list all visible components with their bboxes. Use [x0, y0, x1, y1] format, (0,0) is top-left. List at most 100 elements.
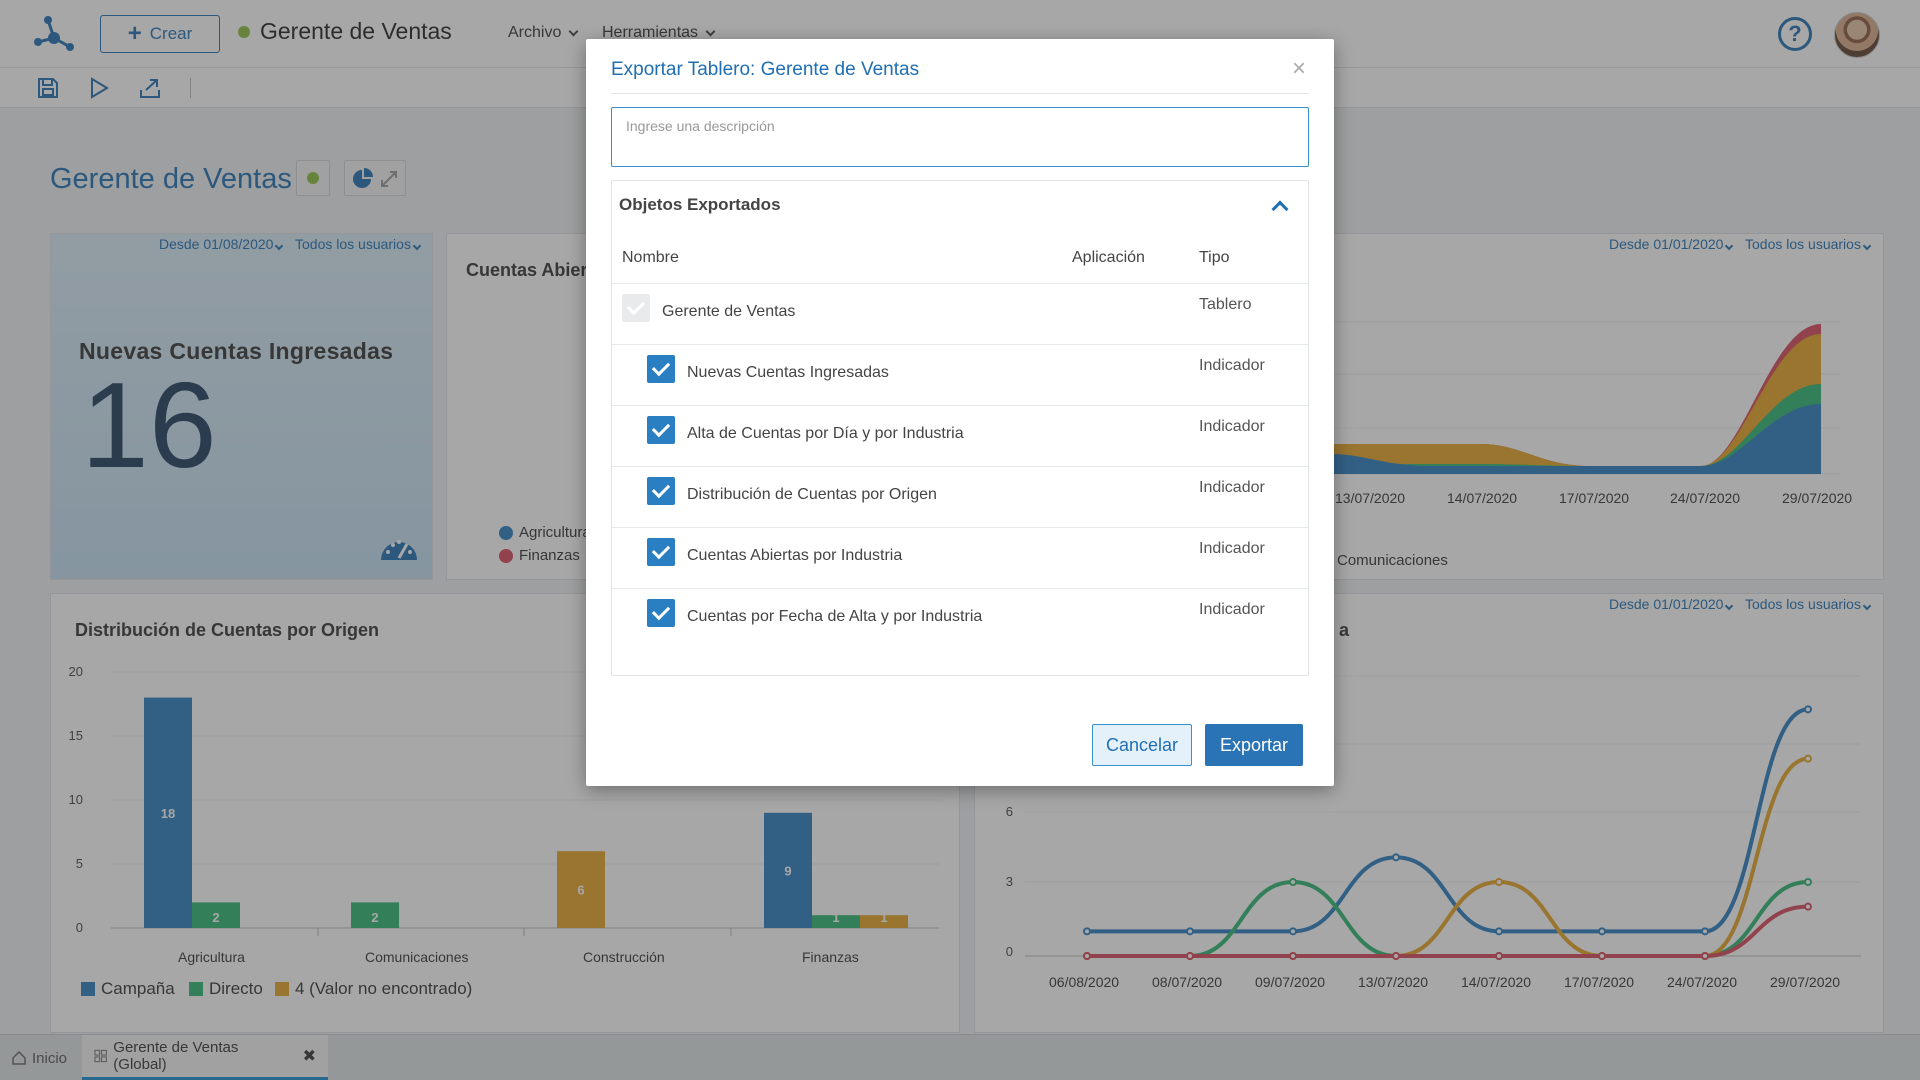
line-x-label: 29/07/2020 — [1770, 974, 1841, 990]
tab-gerente-ventas-label: Gerente de Ventas (Global) — [113, 1039, 239, 1073]
export-button[interactable]: Exportar — [1205, 724, 1303, 766]
line-x-label: 17/07/2020 — [1564, 974, 1635, 990]
kpi-users-filter-label: Todos los usuarios — [295, 236, 411, 252]
tab-inicio[interactable]: Inicio — [0, 1035, 79, 1080]
line-point[interactable] — [1804, 754, 1812, 763]
checkbox[interactable] — [647, 599, 675, 627]
line-x-label: 06/08/2020 — [1049, 974, 1120, 990]
save-icon[interactable] — [36, 76, 60, 100]
area-date-filter-label: Desde 01/01/2020 — [1609, 236, 1724, 252]
area-x-label: 14/07/2020 — [1447, 490, 1518, 506]
view-options-button[interactable] — [344, 160, 406, 196]
export-icon[interactable] — [138, 76, 162, 100]
checkbox[interactable] — [647, 538, 675, 566]
grid-icon — [94, 1049, 107, 1063]
line-x-label: 24/07/2020 — [1667, 974, 1738, 990]
line-point[interactable] — [1804, 878, 1812, 886]
y-tick: 3 — [1005, 874, 1013, 889]
cancel-button[interactable]: Cancelar — [1092, 724, 1192, 766]
line-point[interactable] — [1495, 952, 1503, 960]
bar-value-label: 1 — [832, 910, 839, 925]
area-users-filter[interactable]: Todos los usuarios — [1745, 236, 1872, 252]
line-point[interactable] — [1289, 878, 1297, 886]
line-point[interactable] — [1495, 878, 1503, 886]
legend-campana[interactable]: Campaña — [81, 979, 175, 999]
table-row: Nuevas Cuentas Ingresadas Indicador — [612, 344, 1308, 405]
row-type: Indicador — [1199, 479, 1265, 496]
pie-chart-icon — [353, 168, 373, 188]
line-point[interactable] — [1186, 952, 1194, 960]
bar[interactable] — [812, 915, 860, 928]
legend-valor-no-encontrado[interactable]: 4 (Valor no encontrado) — [275, 979, 472, 999]
app-title: Gerente de Ventas — [260, 18, 452, 44]
menu-herramientas-label: Herramientas — [602, 24, 699, 41]
bar-value-label: 18 — [161, 806, 175, 821]
line-point[interactable] — [1083, 952, 1091, 960]
column-header-type: Tipo — [1199, 249, 1230, 266]
menu-herramientas[interactable]: Herramientas — [602, 24, 716, 42]
play-icon[interactable] — [87, 76, 111, 100]
area-date-filter[interactable]: Desde 01/01/2020 — [1609, 236, 1734, 252]
kpi-title: Nuevas Cuentas Ingresadas — [79, 338, 394, 364]
bar[interactable] — [860, 915, 908, 928]
checkbox[interactable] — [647, 477, 675, 505]
description-input[interactable] — [611, 107, 1309, 167]
tab-gerente-ventas[interactable]: Gerente de Ventas (Global) ✖ — [82, 1035, 328, 1080]
close-icon[interactable]: × — [1292, 55, 1307, 82]
home-icon — [12, 1051, 26, 1065]
line-point[interactable] — [1289, 927, 1297, 936]
export-dialog: Exportar Tablero: Gerente de Ventas × Ob… — [586, 39, 1334, 786]
line-point[interactable] — [1598, 952, 1606, 960]
bar[interactable] — [192, 902, 240, 928]
checkbox[interactable] — [647, 416, 675, 444]
app-logo-icon[interactable] — [34, 14, 76, 54]
line-x-label: 08/07/2020 — [1152, 974, 1223, 990]
line-date-filter[interactable]: Desde 01/01/2020 — [1609, 596, 1734, 612]
row-name: Cuentas Abiertas por Industria — [687, 547, 903, 564]
bar-value-label: 1 — [880, 910, 887, 925]
line-series[interactable] — [1087, 707, 1809, 934]
area-x-label: 13/07/2020 — [1335, 490, 1406, 506]
line-point[interactable] — [1392, 952, 1400, 960]
checkbox[interactable] — [647, 355, 675, 383]
line-point[interactable] — [1186, 927, 1194, 936]
close-icon[interactable]: ✖ — [302, 1048, 316, 1065]
line-point[interactable] — [1289, 952, 1297, 960]
line-point[interactable] — [1598, 927, 1606, 936]
area-users-filter-label: Todos los usuarios — [1745, 236, 1861, 252]
bar[interactable] — [557, 851, 605, 928]
line-point[interactable] — [1804, 902, 1812, 911]
legend-directo[interactable]: Directo — [189, 979, 263, 999]
kpi-users-filter[interactable]: Todos los usuarios — [295, 236, 422, 252]
gauge-icon[interactable] — [379, 530, 419, 564]
menu-archivo[interactable]: Archivo — [508, 24, 579, 42]
legend-finanzas[interactable]: Finanzas — [499, 547, 580, 564]
bar[interactable] — [764, 812, 812, 928]
area-chart — [1331, 321, 1841, 475]
line-point[interactable] — [1392, 853, 1400, 862]
chevron-up-icon[interactable] — [1271, 200, 1289, 218]
line-point[interactable] — [1701, 927, 1709, 936]
bar-value-label: 2 — [212, 910, 219, 925]
table-row: Cuentas por Fecha de Alta y por Industri… — [612, 588, 1308, 649]
kpi-date-filter[interactable]: Desde 01/08/2020 — [159, 236, 284, 252]
bar[interactable] — [351, 902, 399, 928]
status-button[interactable] — [296, 160, 330, 196]
bar[interactable] — [144, 697, 192, 928]
menu-archivo-label: Archivo — [508, 24, 562, 41]
line-users-filter-label: Todos los usuarios — [1745, 596, 1861, 612]
toolbar-divider — [190, 78, 191, 98]
line-users-filter[interactable]: Todos los usuarios — [1745, 596, 1872, 612]
help-icon[interactable]: ? — [1778, 17, 1812, 51]
create-button[interactable]: + Crear — [100, 15, 220, 53]
user-avatar[interactable] — [1834, 12, 1880, 58]
line-point[interactable] — [1495, 927, 1503, 936]
row-name: Nuevas Cuentas Ingresadas — [687, 364, 889, 381]
line-point[interactable] — [1804, 705, 1812, 714]
line-point[interactable] — [1701, 952, 1709, 960]
legend-label: Comunicaciones — [1337, 552, 1448, 569]
legend-agricultura[interactable]: Agricultura — [499, 524, 591, 541]
y-tick: 0 — [75, 920, 83, 935]
line-point[interactable] — [1083, 927, 1091, 936]
legend-comunicaciones[interactable]: Comunicaciones — [1337, 552, 1448, 569]
